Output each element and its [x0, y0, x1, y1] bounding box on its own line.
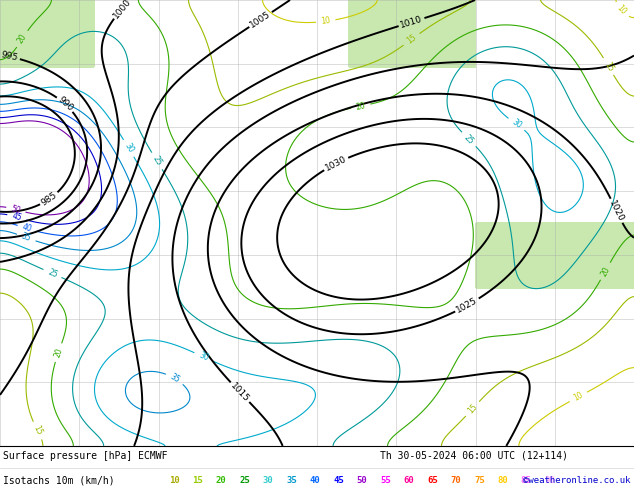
Text: 25: 25: [150, 154, 164, 168]
Text: 20: 20: [16, 32, 29, 46]
Text: 40: 40: [310, 476, 320, 485]
Text: 50: 50: [10, 204, 22, 215]
Text: 55: 55: [380, 476, 391, 485]
Text: 985: 985: [39, 190, 59, 208]
Text: 20: 20: [355, 101, 366, 112]
Text: 30: 30: [263, 476, 273, 485]
Text: 1030: 1030: [324, 154, 348, 173]
Text: 20: 20: [216, 476, 226, 485]
Text: ©weatheronline.co.uk: ©weatheronline.co.uk: [523, 476, 631, 485]
Text: 40: 40: [21, 223, 33, 234]
Text: 15: 15: [193, 476, 203, 485]
Text: 30: 30: [197, 351, 210, 363]
Text: 35: 35: [20, 232, 32, 244]
Text: 10: 10: [572, 391, 585, 403]
Text: 45: 45: [11, 212, 23, 223]
Text: 1025: 1025: [455, 296, 479, 315]
Text: 35: 35: [287, 476, 297, 485]
Text: 90: 90: [545, 476, 555, 485]
Text: 35: 35: [168, 372, 181, 385]
Text: 1015: 1015: [229, 381, 251, 404]
Text: 30: 30: [122, 142, 135, 155]
Text: 1000: 1000: [112, 0, 133, 20]
Text: 25: 25: [240, 476, 250, 485]
Text: 20: 20: [599, 265, 612, 278]
Text: 30: 30: [510, 118, 523, 131]
Text: 15: 15: [466, 402, 479, 416]
Text: 1010: 1010: [399, 14, 424, 30]
Text: 20: 20: [53, 346, 64, 359]
Text: 45: 45: [333, 476, 344, 485]
Text: 25: 25: [462, 133, 476, 146]
Text: 75: 75: [474, 476, 484, 485]
Text: 1005: 1005: [249, 9, 273, 29]
Text: 10: 10: [615, 4, 628, 17]
Text: 10: 10: [169, 476, 179, 485]
Text: Surface pressure [hPa] ECMWF: Surface pressure [hPa] ECMWF: [3, 451, 167, 461]
Text: 995: 995: [0, 50, 19, 63]
Text: 60: 60: [404, 476, 414, 485]
Text: 15: 15: [405, 33, 418, 46]
Text: 25: 25: [46, 268, 59, 279]
Text: Th 30-05-2024 06:00 UTC (12+114): Th 30-05-2024 06:00 UTC (12+114): [380, 451, 569, 461]
Text: 50: 50: [357, 476, 367, 485]
Text: 990: 990: [56, 95, 75, 113]
Text: 80: 80: [498, 476, 508, 485]
Text: 70: 70: [451, 476, 461, 485]
Text: 15: 15: [602, 60, 615, 73]
Text: 65: 65: [427, 476, 437, 485]
Text: 10: 10: [320, 16, 331, 26]
Text: 1020: 1020: [607, 198, 626, 223]
Text: 85: 85: [521, 476, 531, 485]
Text: Isotachs 10m (km/h): Isotachs 10m (km/h): [3, 475, 115, 485]
Text: 15: 15: [32, 424, 44, 437]
